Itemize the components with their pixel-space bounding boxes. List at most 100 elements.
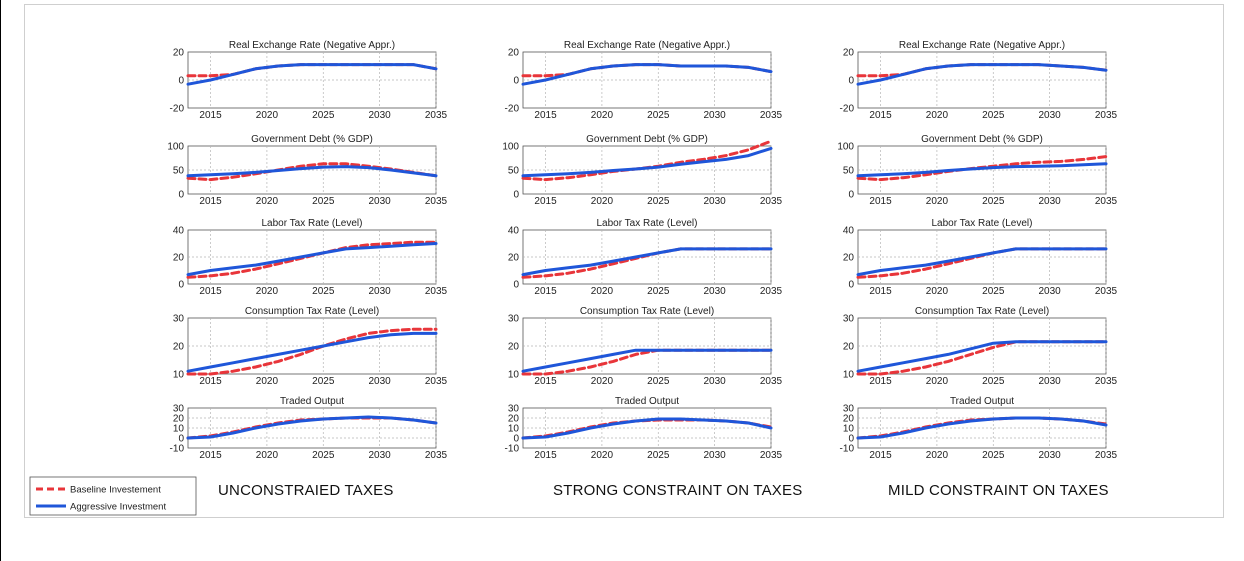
x-tick-label: 2015 [199, 196, 222, 207]
y-tick-label: 10 [508, 424, 520, 435]
y-tick-label: 10 [173, 424, 185, 435]
series-line-aggressive [856, 416, 1108, 440]
x-tick-label: 2025 [647, 286, 670, 297]
series-line-aggressive [856, 162, 1108, 178]
series-line-aggressive [186, 63, 438, 86]
x-tick-label: 2015 [869, 286, 892, 297]
column-label: UNCONSTRAIED TAXES [218, 482, 394, 499]
x-tick-label: 2020 [926, 286, 949, 297]
x-tick-label: 2025 [647, 110, 670, 121]
y-tick-label: 40 [843, 226, 855, 237]
panel-title: Traded Output [280, 396, 344, 407]
x-tick-label: 2030 [704, 450, 727, 461]
x-tick-label: 2025 [982, 110, 1005, 121]
panel-title: Government Debt (% GDP) [921, 134, 1043, 145]
series-line-aggressive [521, 63, 773, 86]
x-tick-label: 2035 [425, 110, 448, 121]
x-tick-label: 2025 [647, 196, 670, 207]
y-tick-label: 10 [508, 370, 520, 381]
x-tick-label: 2030 [369, 450, 392, 461]
x-tick-label: 2025 [647, 450, 670, 461]
legend-box [29, 476, 197, 516]
x-tick-label: 2030 [704, 196, 727, 207]
x-tick-label: 2025 [312, 286, 335, 297]
series-line-aggressive [521, 348, 773, 373]
x-tick-label: 2035 [425, 376, 448, 387]
y-tick-label: 100 [837, 142, 854, 153]
x-tick-label: 2030 [369, 196, 392, 207]
y-tick-label: 30 [843, 404, 855, 415]
y-tick-label: 0 [178, 280, 184, 291]
x-tick-label: 2020 [591, 286, 614, 297]
series-line-aggressive [856, 63, 1108, 86]
y-tick-label: 30 [508, 404, 520, 415]
y-tick-label: -10 [505, 444, 520, 455]
column-label: STRONG CONSTRAINT ON TAXES [553, 482, 802, 499]
x-tick-label: 2020 [926, 196, 949, 207]
x-tick-label: 2035 [760, 196, 783, 207]
y-tick-label: 20 [508, 414, 520, 425]
x-tick-label: 2030 [1039, 196, 1062, 207]
y-tick-label: -20 [170, 104, 185, 115]
y-tick-label: 20 [173, 342, 185, 353]
y-tick-label: 30 [843, 314, 855, 325]
x-tick-label: 2020 [591, 450, 614, 461]
y-tick-label: 0 [848, 190, 854, 201]
y-tick-label: 0 [178, 190, 184, 201]
x-tick-label: 2030 [704, 376, 727, 387]
y-tick-label: 20 [508, 342, 520, 353]
panel-title: Real Exchange Rate (Negative Appr.) [564, 40, 730, 51]
x-tick-label: 2035 [1095, 450, 1118, 461]
x-tick-label: 2015 [869, 376, 892, 387]
panel-title: Traded Output [615, 396, 679, 407]
y-tick-label: 20 [843, 414, 855, 425]
x-tick-label: 2020 [256, 110, 279, 121]
y-tick-label: 0 [848, 434, 854, 445]
y-tick-label: 10 [843, 424, 855, 435]
x-tick-label: 2015 [199, 110, 222, 121]
y-tick-label: 20 [508, 253, 520, 264]
x-tick-label: 2035 [760, 286, 783, 297]
panel-title: Consumption Tax Rate (Level) [915, 306, 1049, 317]
x-tick-label: 2020 [591, 196, 614, 207]
y-tick-label: -10 [840, 444, 855, 455]
legend-entry: Baseline Investement [70, 485, 161, 496]
y-tick-label: 10 [173, 370, 185, 381]
y-tick-label: 30 [173, 314, 185, 325]
x-tick-label: 2035 [1095, 196, 1118, 207]
x-tick-label: 2035 [760, 110, 783, 121]
x-tick-label: 2035 [425, 450, 448, 461]
x-tick-label: 2025 [982, 376, 1005, 387]
x-tick-label: 2025 [312, 450, 335, 461]
x-tick-label: 2035 [425, 286, 448, 297]
x-tick-label: 2025 [982, 450, 1005, 461]
y-tick-label: 0 [848, 76, 854, 87]
y-tick-label: 20 [173, 414, 185, 425]
x-tick-label: 2015 [869, 196, 892, 207]
y-tick-label: -10 [170, 444, 185, 455]
panel-title: Consumption Tax Rate (Level) [245, 306, 379, 317]
x-tick-label: 2030 [704, 286, 727, 297]
x-tick-label: 2035 [1095, 286, 1118, 297]
x-tick-label: 2015 [534, 196, 557, 207]
series-line-aggressive [186, 331, 438, 373]
x-tick-label: 2015 [869, 450, 892, 461]
column-label: MILD CONSTRAINT ON TAXES [888, 482, 1109, 499]
x-tick-label: 2015 [199, 450, 222, 461]
panel-title: Labor Tax Rate (Level) [597, 218, 698, 229]
x-tick-label: 2025 [982, 286, 1005, 297]
x-tick-label: 2020 [256, 196, 279, 207]
y-tick-label: 100 [167, 142, 184, 153]
x-tick-label: 2020 [926, 376, 949, 387]
x-tick-label: 2030 [1039, 286, 1062, 297]
window-edge [0, 0, 1, 561]
y-tick-label: 0 [178, 76, 184, 87]
series-line-aggressive [186, 415, 438, 440]
y-tick-label: 0 [178, 434, 184, 445]
panel-title: Real Exchange Rate (Negative Appr.) [899, 40, 1065, 51]
y-tick-label: 20 [508, 48, 520, 59]
x-tick-label: 2025 [982, 196, 1005, 207]
y-tick-label: 30 [173, 404, 185, 415]
x-tick-label: 2030 [1039, 376, 1062, 387]
